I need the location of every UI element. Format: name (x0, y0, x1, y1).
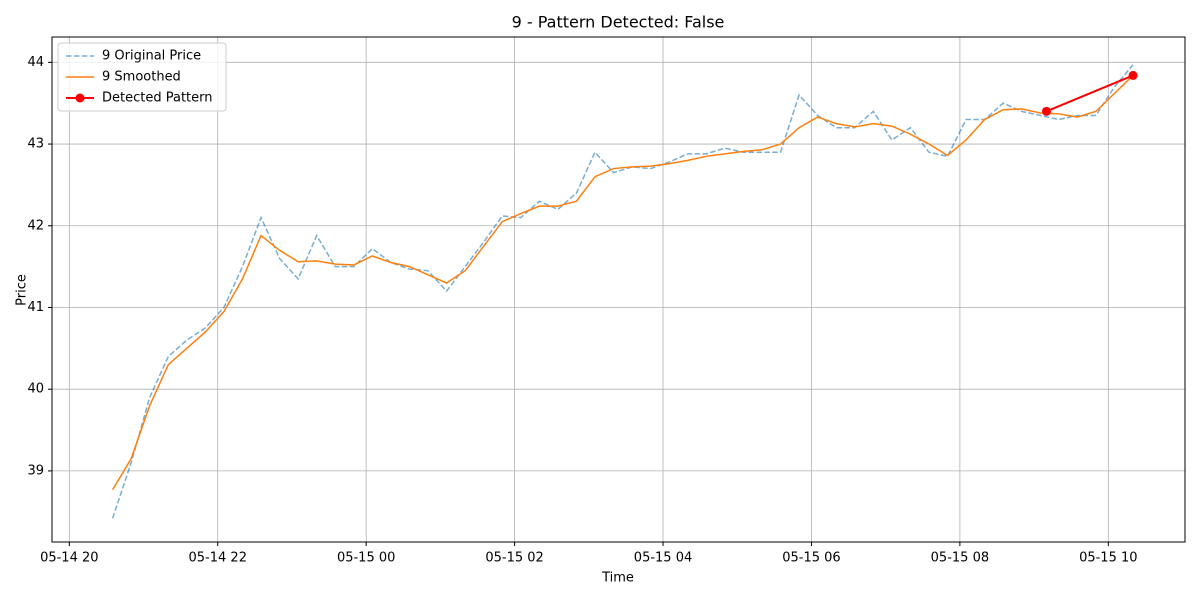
y-axis-label: Price (15, 274, 30, 306)
x-axis-label: Time (601, 571, 634, 586)
x-tick-label: 05-15 04 (634, 551, 692, 566)
x-tick-label: 05-15 08 (931, 551, 989, 566)
marker (1041, 106, 1051, 116)
legend-label: Detected Pattern (102, 91, 213, 106)
x-tick-label: 05-14 20 (40, 551, 98, 566)
line (1046, 74, 1134, 113)
chart-title: 9 - Pattern Detected: False (512, 13, 725, 32)
legend-label: 9 Smoothed (102, 70, 181, 85)
plot-frame (51, 36, 1186, 543)
y-tick-label: 42 (27, 218, 44, 233)
line (111, 74, 1134, 491)
y-tick-label: 43 (27, 137, 44, 152)
x-tick-label: 05-14 22 (189, 551, 247, 566)
legend-box (57, 42, 227, 112)
legend-marker (75, 93, 85, 103)
y-tick-label: 41 (27, 300, 44, 315)
x-tick-label: 05-15 02 (485, 551, 543, 566)
legend-label: 9 Original Price (102, 49, 201, 64)
line (111, 64, 1134, 519)
y-tick-label: 40 (27, 382, 44, 397)
y-tick-label: 44 (27, 55, 44, 70)
x-tick-label: 05-15 10 (1079, 551, 1137, 566)
marker (1128, 70, 1138, 80)
x-tick-label: 05-15 06 (782, 551, 840, 566)
x-tick-label: 05-15 00 (337, 551, 395, 566)
y-tick-label: 39 (27, 463, 44, 478)
